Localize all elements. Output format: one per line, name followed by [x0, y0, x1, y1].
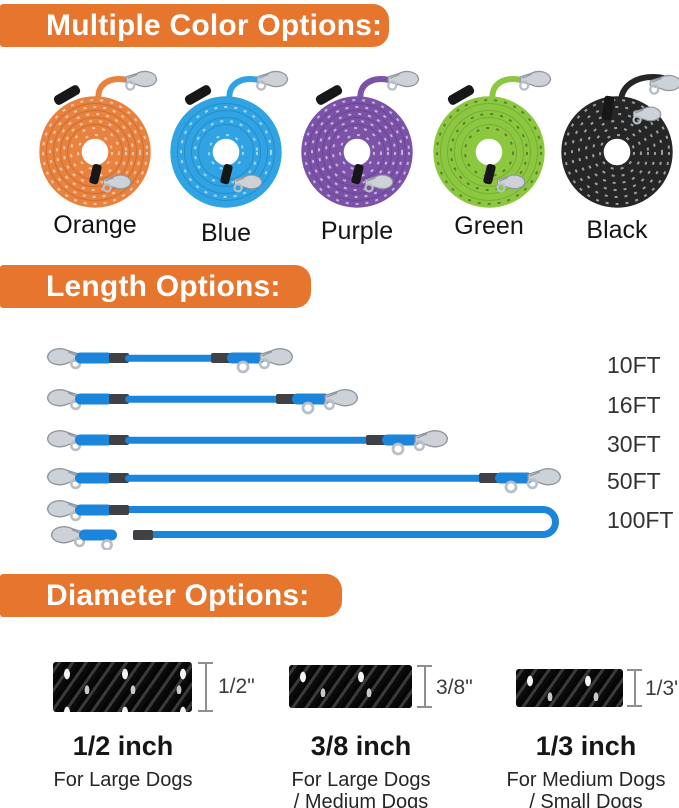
color-label: Black — [586, 216, 648, 244]
length-label-30ft: 30FT — [607, 431, 661, 457]
leash-16ft-image — [46, 388, 359, 415]
color-label: Orange — [53, 211, 137, 239]
diameter-audience-line1: For Large Dogs — [291, 769, 431, 791]
rope-closeup-one-third-inch — [516, 669, 623, 707]
measure-label: 3/8" — [436, 676, 473, 699]
diameter-audience-line2: / Small Dogs — [529, 791, 643, 808]
diameter-size-label: 1/3 inch — [535, 731, 637, 761]
length-label-100ft: 100FT — [607, 507, 674, 533]
color-swatch-blue: Blue — [160, 68, 292, 248]
color-label: Purple — [320, 217, 394, 245]
length-label-16ft: 16FT — [607, 392, 661, 418]
diameter-size-label: 1/2 inch — [72, 731, 174, 761]
blue-coil-image — [170, 70, 289, 208]
color-label: Blue — [200, 219, 252, 247]
leash-30ft-image — [46, 429, 449, 456]
length-options-title: Length Options: — [46, 269, 281, 303]
diameter-column-one-third-inch: 1/3 inch For Medium Dogs / Small Dogs — [496, 731, 676, 808]
color-swatch-orange: Orange — [29, 68, 161, 240]
diameter-options-title: Diameter Options: — [46, 578, 310, 612]
measure-bracket — [417, 665, 432, 708]
rope-closeup-three-eighths-inch — [289, 665, 412, 708]
diameter-options-banner: Diameter Options: — [0, 574, 342, 617]
diameter-size-label: 3/8 inch — [310, 731, 412, 761]
orange-coil-image — [39, 70, 158, 208]
diameter-audience-line1: For Large Dogs — [53, 769, 193, 791]
diameter-column-half-inch: 1/2 inch For Large Dogs — [33, 731, 213, 791]
color-options-banner: Multiple Color Options: — [0, 4, 389, 47]
measure-bracket — [198, 662, 213, 712]
diameter-audience-line1: For Medium Dogs — [506, 769, 666, 791]
leash-100ft-image — [46, 499, 559, 550]
length-label-50ft: 50FT — [607, 468, 661, 494]
color-label: Green — [454, 212, 524, 240]
diameter-column-three-eighths-inch: 3/8 inch For Large Dogs / Medium Dogs — [271, 731, 451, 808]
purple-coil-image — [301, 70, 420, 208]
length-options-banner: Length Options: — [0, 265, 311, 308]
diameter-audience-line2: / Medium Dogs — [293, 791, 429, 808]
color-options-title: Multiple Color Options: — [46, 8, 383, 42]
measure-label: 1/2" — [218, 675, 255, 698]
leash-50ft-image — [46, 467, 562, 494]
color-swatch-black: Black — [551, 68, 679, 245]
rope-closeup-half-inch — [53, 662, 192, 712]
measure-bracket — [627, 669, 642, 707]
measure-label: 1/3" — [645, 677, 679, 700]
green-coil-image — [433, 70, 552, 208]
leash-10ft-image — [46, 347, 294, 374]
length-label-10ft: 10FT — [607, 352, 661, 378]
color-swatch-green: Green — [423, 68, 555, 241]
color-swatch-purple: Purple — [291, 68, 423, 246]
black-coil-image — [561, 74, 679, 208]
